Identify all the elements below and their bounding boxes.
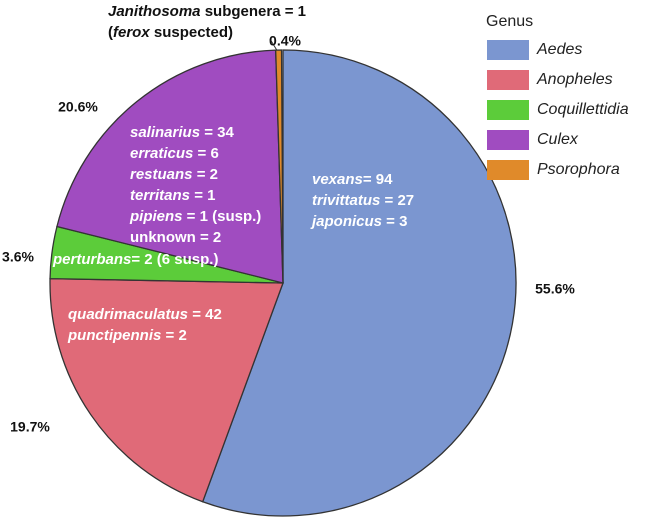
- legend-label: Psorophora: [537, 161, 620, 178]
- slice-note: unknown = 2: [130, 229, 221, 246]
- slice-note: punctipennis = 2: [67, 327, 187, 344]
- note-segment: japonicus: [310, 213, 382, 230]
- note-segment: erraticus: [130, 145, 193, 162]
- slice-note: perturbans= 2 (6 susp.): [52, 251, 218, 268]
- legend-label: Aedes: [536, 41, 582, 58]
- percent-label: 3.6%: [2, 249, 34, 265]
- note-segment: unknown = 2: [130, 229, 221, 246]
- note-segment: = 2: [193, 166, 218, 183]
- note-segment: = 94: [363, 171, 393, 188]
- note-segment: salinarius: [130, 124, 200, 141]
- slice-note: pipiens = 1 (susp.): [129, 208, 261, 225]
- slice-note: erraticus = 6: [130, 145, 219, 162]
- pie-slice: [49, 277, 284, 503]
- legend-swatch: [487, 130, 529, 150]
- legend-label: Anopheles: [536, 71, 613, 88]
- note-segment: = 2 (6 susp.): [131, 251, 218, 268]
- note-segment: vexans: [312, 171, 363, 188]
- slice-note: trivittatus = 27: [312, 192, 414, 209]
- slice-note: territans = 1: [130, 187, 215, 204]
- note-segment: punctipennis: [67, 327, 161, 344]
- pie-slice: [201, 49, 517, 517]
- slice-note: vexans= 94: [312, 171, 393, 188]
- note-segment: = 27: [380, 192, 414, 209]
- note-segment: = 3: [382, 213, 407, 230]
- legend-label: Culex: [537, 131, 579, 148]
- slice-note: salinarius = 34: [130, 124, 234, 141]
- slice-note: quadrimaculatus = 42: [68, 306, 222, 323]
- note-segment: territans: [130, 187, 190, 204]
- note-segment: pipiens: [129, 208, 183, 225]
- note-segment: Janithosoma: [108, 3, 201, 20]
- note-segment: suspected): [150, 24, 233, 41]
- percent-label: 0.4%: [269, 33, 301, 49]
- legend-swatch: [487, 100, 529, 120]
- note-segment: = 42: [188, 306, 222, 323]
- slice-note: japonicus = 3: [310, 213, 407, 230]
- percent-label: 55.6%: [535, 281, 575, 297]
- slice-note: restuans = 2: [130, 166, 218, 183]
- note-segment: = 1 (susp.): [183, 208, 262, 225]
- note-segment: subgenera = 1: [201, 3, 306, 20]
- note-segment: trivittatus: [312, 192, 380, 209]
- note-segment: = 1: [190, 187, 215, 204]
- legend-swatch: [487, 70, 529, 90]
- legend-label: Coquillettidia: [537, 101, 629, 118]
- percent-label: 19.7%: [10, 419, 50, 435]
- note-segment: ferox: [113, 24, 150, 41]
- pie-slice: [56, 49, 284, 284]
- note-segment: quadrimaculatus: [68, 306, 188, 323]
- pie-slice: [275, 49, 284, 284]
- legend-swatch: [487, 160, 529, 180]
- note-segment: (: [108, 24, 113, 41]
- slice-note: (ferox suspected): [108, 24, 233, 41]
- slice-note: Janithosoma subgenera = 1: [108, 3, 306, 20]
- note-segment: = 2: [161, 327, 186, 344]
- note-segment: = 34: [200, 124, 234, 141]
- note-segment: = 6: [193, 145, 218, 162]
- legend-swatch: [487, 40, 529, 60]
- note-segment: restuans: [130, 166, 193, 183]
- percent-label: 20.6%: [58, 99, 98, 115]
- legend-title: Genus: [486, 13, 533, 30]
- note-segment: perturbans: [52, 251, 131, 268]
